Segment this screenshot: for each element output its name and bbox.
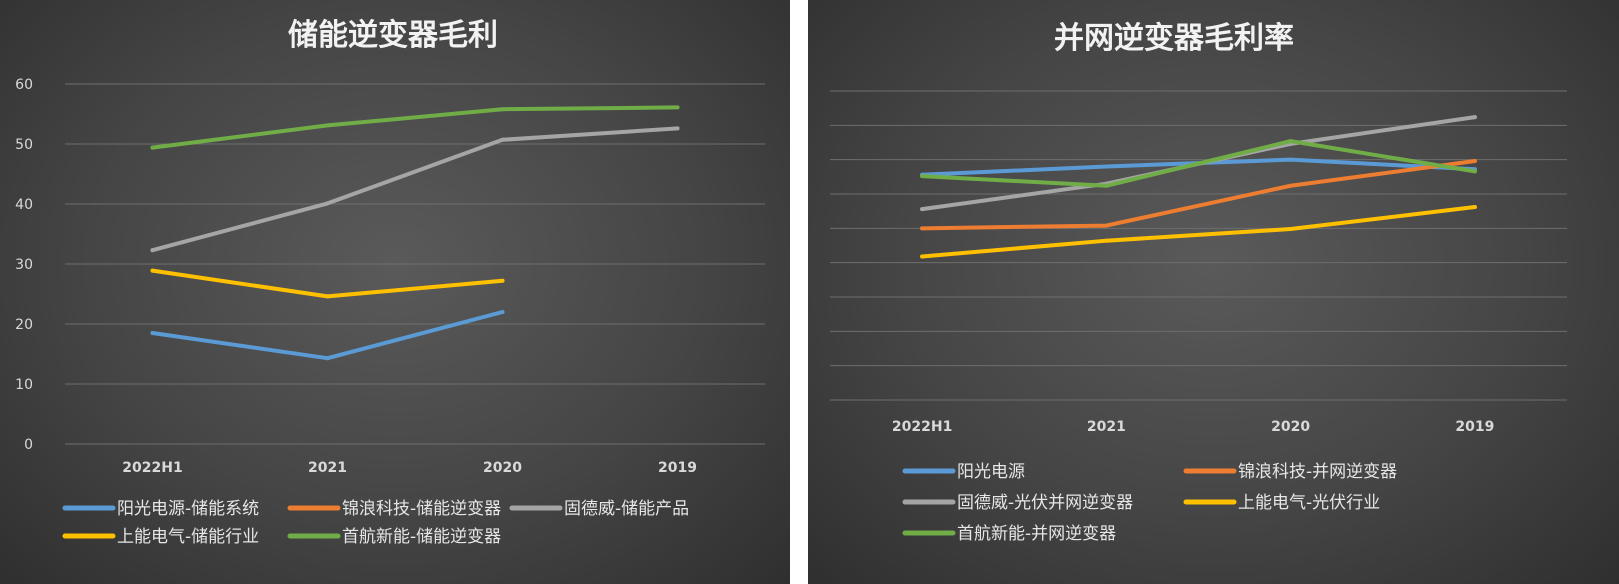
data-point [500, 310, 505, 314]
data-point [920, 226, 925, 231]
y-tick-label: 0 [24, 437, 33, 453]
y-tick-label: 10 [15, 377, 33, 393]
data-point [325, 123, 330, 128]
legend-label: 锦浪科技-储能逆变器 [342, 499, 501, 519]
legend-label: 首航新能-储能逆变器 [342, 527, 501, 547]
series-line [150, 310, 505, 361]
data-point [1472, 205, 1477, 210]
data-point [1472, 159, 1477, 164]
y-tick-label: 40 [15, 197, 33, 213]
legend-label: 阳光电源 [957, 462, 1025, 482]
legend-label: 上能电气-储能行业 [117, 527, 259, 547]
x-tick-label: 2019 [658, 460, 697, 476]
data-point [325, 356, 330, 361]
chart-panel-energy-storage: 储能逆变器毛利 0 10 20 30 40 50 60 2022H1 2021 2020 2019 阳光… [0, 0, 790, 584]
data-point [1472, 115, 1477, 120]
x-tick-label: 2021 [308, 460, 347, 476]
data-point [150, 331, 155, 335]
legend-label: 固德威-光伏并网逆变器 [957, 493, 1133, 513]
data-point [500, 137, 505, 142]
legend-label: 首航新能-并网逆变器 [957, 524, 1116, 544]
data-point [150, 268, 155, 273]
x-tick-label: 2022H1 [122, 460, 182, 476]
series-line [920, 205, 1477, 259]
x-tick-label: 2020 [483, 460, 522, 476]
data-point [325, 201, 330, 206]
data-point [1104, 223, 1109, 228]
data-point [675, 126, 680, 131]
y-tick-label: 30 [15, 257, 33, 273]
legend-label: 阳光电源-储能系统 [117, 499, 259, 519]
data-point [500, 278, 505, 283]
y-tick-label: 60 [15, 77, 33, 93]
y-tick-label: 20 [15, 317, 33, 333]
chart-panel-grid-tied: 并网逆变器毛利率0510152025303540452022H120212020… [808, 0, 1619, 584]
data-point [1104, 164, 1109, 169]
series-line [150, 105, 680, 150]
data-point [1288, 183, 1293, 188]
x-tick-label: 2022H1 [892, 419, 952, 435]
series-line [920, 139, 1477, 188]
legend-label: 上能电气-光伏行业 [1238, 493, 1380, 513]
data-point [1288, 139, 1293, 144]
data-point [150, 248, 155, 253]
series-line [150, 268, 505, 299]
energy-storage-margin-chart: 储能逆变器毛利 0 10 20 30 40 50 60 2022H1 2021 2020 2019 阳光… [15, 18, 765, 547]
legend-label: 固德威-储能产品 [564, 499, 689, 519]
series-line [150, 126, 680, 253]
x-tick-label: 2020 [1271, 419, 1310, 435]
x-tick-label: 2021 [1087, 419, 1126, 435]
data-point [920, 207, 925, 212]
x-tick-label: 2019 [1455, 419, 1494, 435]
data-point [1288, 227, 1293, 232]
data-point [1104, 183, 1109, 188]
data-point [920, 174, 925, 179]
data-point [1288, 157, 1293, 162]
y-tick-label: 50 [15, 137, 33, 153]
data-point [1104, 238, 1109, 243]
data-point [675, 105, 680, 110]
legend-label: 锦浪科技-并网逆变器 [1238, 462, 1397, 482]
data-point [500, 107, 505, 112]
data-point [150, 145, 155, 150]
chart-title: 储能逆变器毛利 [288, 18, 498, 53]
data-point [920, 254, 925, 259]
data-point [325, 294, 330, 299]
chart-title: 并网逆变器毛利率 [1054, 21, 1294, 56]
data-point [1472, 169, 1477, 174]
grid-tied-margin-chart: 并网逆变器毛利率0510152025303540452022H120212020… [830, 21, 1567, 544]
series-line [920, 159, 1477, 231]
